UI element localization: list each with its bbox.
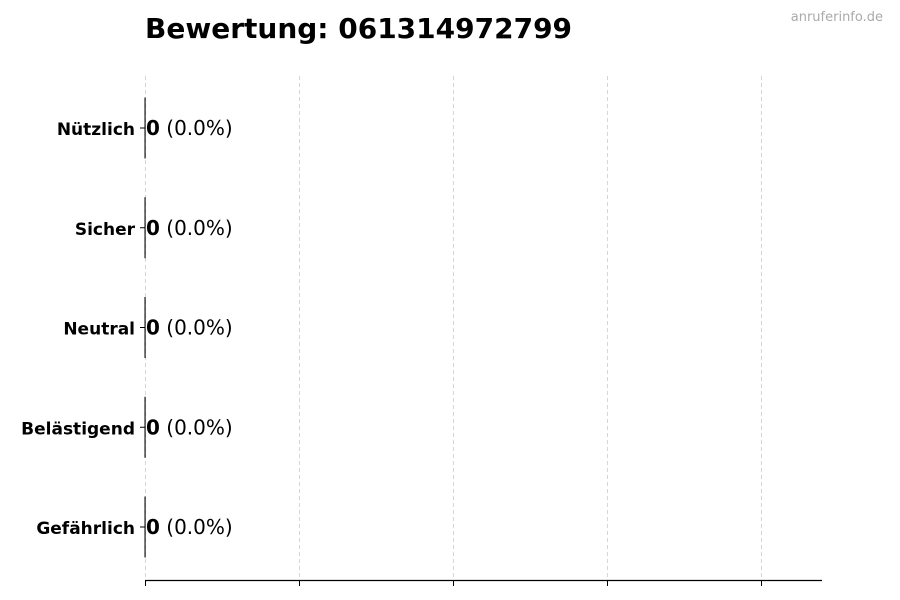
value-label: 0 [146,116,160,140]
y-tick-label: Neutral [63,320,135,340]
percent-label: (0.0%) [160,116,233,140]
value-label: 0 [146,216,160,240]
y-tick-label: Gefährlich [36,519,135,539]
watermark: anruferinfo.de [790,10,883,25]
data-label: 0 (0.0%) [146,316,233,340]
percent-label: (0.0%) [160,316,233,340]
percent-label: (0.0%) [160,216,233,240]
data-label: 0 (0.0%) [146,216,233,240]
percent-label: (0.0%) [160,515,233,539]
data-label: 0 (0.0%) [146,116,233,140]
y-tick-label: Belästigend [21,419,135,439]
data-label: 0 (0.0%) [146,415,233,439]
percent-label: (0.0%) [160,415,233,439]
value-label: 0 [146,316,160,340]
chart-title: Bewertung: 061314972799 [145,12,573,45]
value-label: 0 [146,415,160,439]
y-tick-label: Nützlich [57,120,135,140]
data-label: 0 (0.0%) [146,515,233,539]
y-tick-label: Sicher [75,220,136,240]
value-label: 0 [146,515,160,539]
